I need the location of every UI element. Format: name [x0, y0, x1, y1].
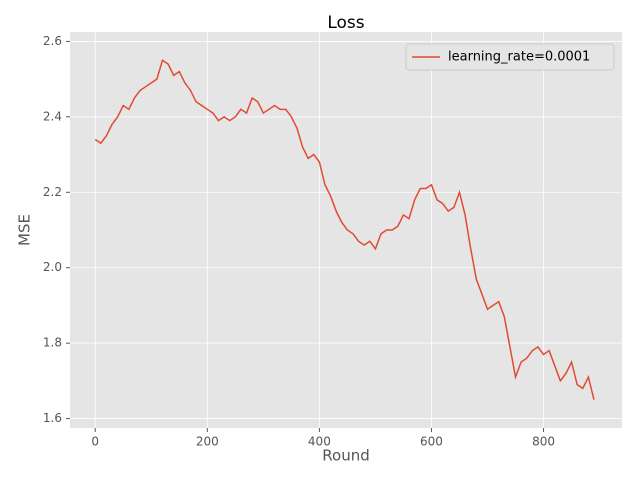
x-tick-label: 400: [308, 435, 331, 449]
y-tick-label: 2.0: [43, 260, 62, 274]
y-axis-label: MSE: [16, 214, 34, 246]
chart-title: Loss: [327, 13, 364, 33]
plot-area: [70, 32, 622, 428]
x-tick-label: 800: [532, 435, 555, 449]
x-axis-label: Round: [322, 447, 369, 465]
y-tick-label: 2.4: [43, 109, 62, 123]
x-tick-label: 200: [196, 435, 219, 449]
x-tick-label: 600: [420, 435, 443, 449]
y-tick-label: 1.6: [43, 411, 62, 425]
y-tick-label: 1.8: [43, 336, 62, 350]
y-tick-label: 2.2: [43, 185, 62, 199]
x-tick-label: 0: [91, 435, 99, 449]
data-line: [94, 59, 595, 400]
y-tick-label: 2.6: [43, 34, 62, 48]
legend-label: learning_rate=0.0001: [448, 50, 590, 65]
legend-box: [405, 43, 615, 71]
